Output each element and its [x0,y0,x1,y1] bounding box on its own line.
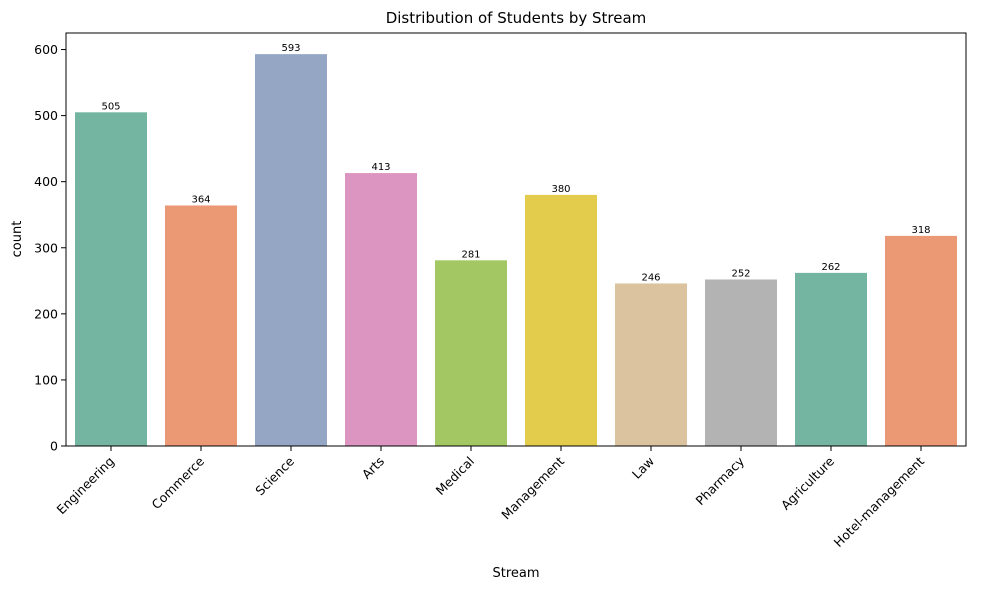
y-tick-label: 600 [34,42,58,57]
bar-arts [345,173,417,446]
y-tick-label: 0 [50,439,58,454]
x-tick-label: Hotel-management [831,453,927,549]
bar-management [525,194,597,446]
data-label: 593 [281,43,300,54]
bar-agriculture [795,272,867,446]
y-tick-label: 400 [34,174,58,189]
plot-area: 505 Engineering 364 Commerce 593 Science 413 Ar… [34,32,967,550]
x-tick-label: Agriculture [778,453,837,512]
data-label: 505 [101,101,120,112]
data-label: 318 [911,225,930,236]
y-tick-label: 100 [34,372,58,387]
x-tick-label: Arts [359,454,387,482]
bar-commerce [165,205,237,446]
x-tick-label: Engineering [53,454,117,518]
bar-engineering [75,112,147,447]
y-tick-label: 200 [34,306,58,321]
y-tick-label: 500 [34,108,58,123]
data-label: 262 [821,262,840,273]
bar-law [615,283,687,446]
data-label: 380 [551,184,570,195]
x-tick-label: Management [498,453,567,522]
x-tick-label: Medical [433,454,477,498]
bar-hotel-management [885,235,957,446]
bar-pharmacy [705,279,777,446]
x-tick-label: Science [252,453,297,498]
bar-science [255,54,327,447]
chart-title: Distribution of Students by Stream [386,9,647,27]
x-axis-label: Stream [492,566,539,581]
data-label: 246 [641,272,660,283]
x-tick-label: Pharmacy [693,453,748,508]
plot-frame [65,32,967,447]
x-tick-label: Commerce [149,453,208,512]
bar-medical [435,260,507,446]
x-tick-label: Law [629,454,657,482]
data-label: 252 [731,268,750,279]
data-label: 364 [191,194,210,205]
y-tick-label: 300 [34,240,58,255]
data-label: 413 [371,162,390,173]
y-axis-label: count [10,221,25,258]
data-label: 281 [461,249,480,260]
